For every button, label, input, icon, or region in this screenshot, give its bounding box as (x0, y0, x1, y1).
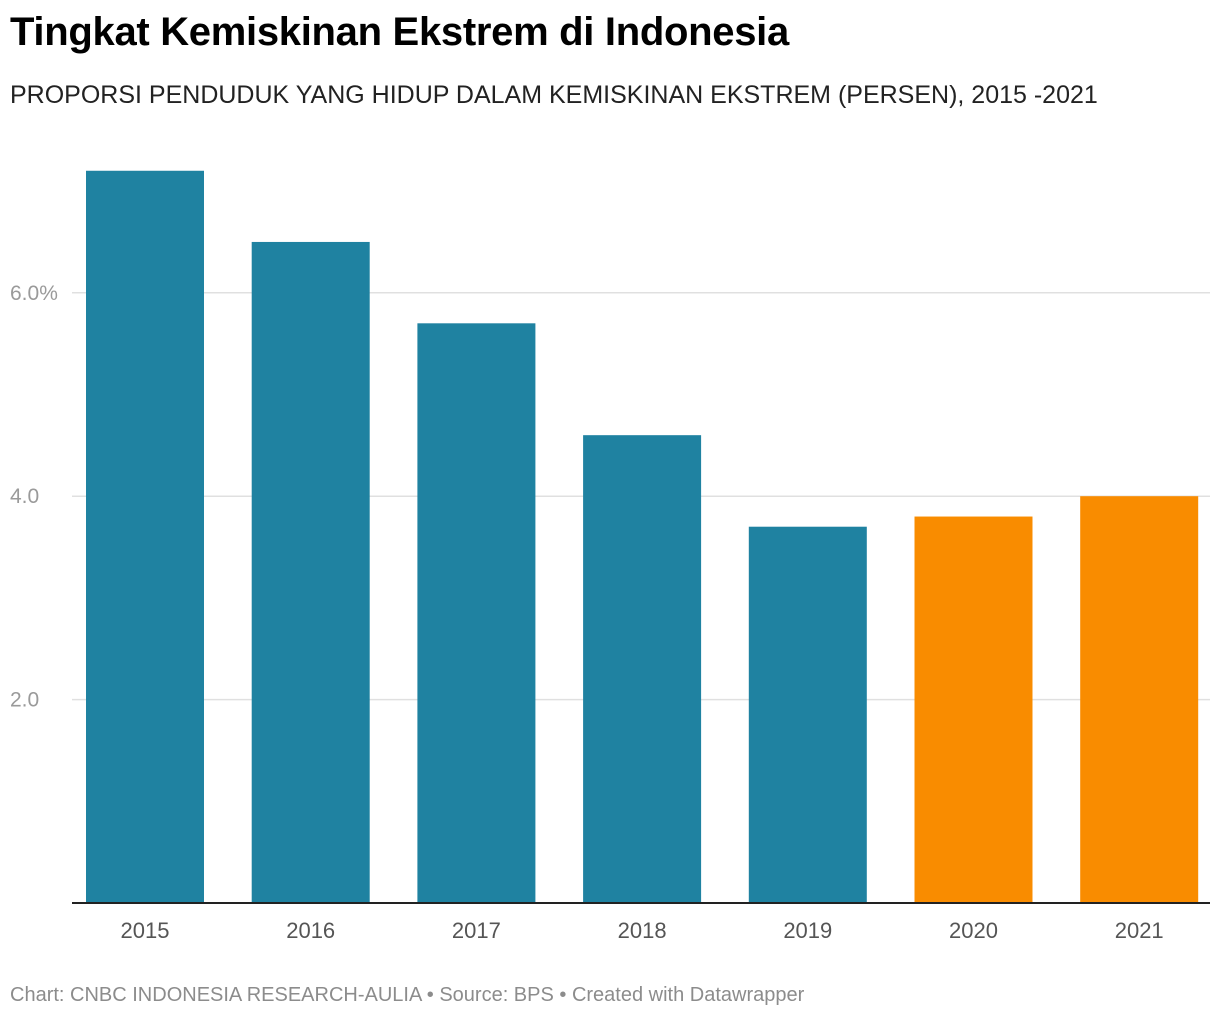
bar (417, 323, 536, 903)
x-tick-label: 2019 (783, 918, 832, 943)
bar (914, 516, 1033, 903)
chart-title: Tingkat Kemiskinan Ekstrem di Indonesia (10, 10, 789, 54)
y-tick-label: 6.0% (10, 282, 58, 305)
y-tick-label: 4.0 (10, 485, 39, 508)
x-tick-label: 2017 (452, 918, 501, 943)
bar (1080, 496, 1199, 903)
x-tick-label: 2015 (121, 918, 170, 943)
chart-footer: Chart: CNBC INDONESIA RESEARCH-AULIA • S… (10, 984, 805, 1006)
x-tick-label: 2016 (286, 918, 335, 943)
chart-subtitle: PROPORSI PENDUDUK YANG HIDUP DALAM KEMIS… (10, 81, 1098, 109)
x-tick-label: 2020 (949, 918, 998, 943)
x-tick-label: 2021 (1115, 918, 1164, 943)
bar (251, 241, 370, 903)
x-tick-label: 2018 (618, 918, 667, 943)
bar (86, 170, 204, 903)
bar (583, 435, 702, 903)
y-tick-label: 2.0 (10, 689, 39, 712)
bar (748, 526, 867, 903)
